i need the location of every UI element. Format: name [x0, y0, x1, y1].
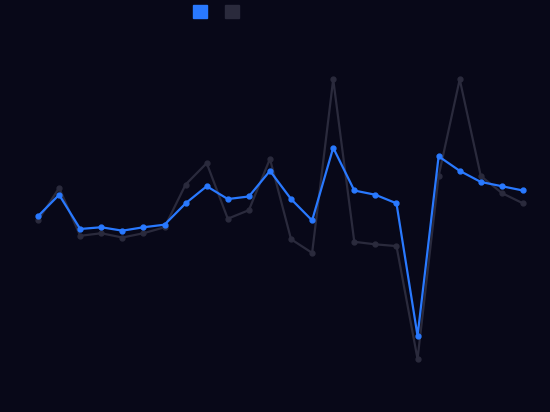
Legend: , : ,	[194, 5, 246, 19]
